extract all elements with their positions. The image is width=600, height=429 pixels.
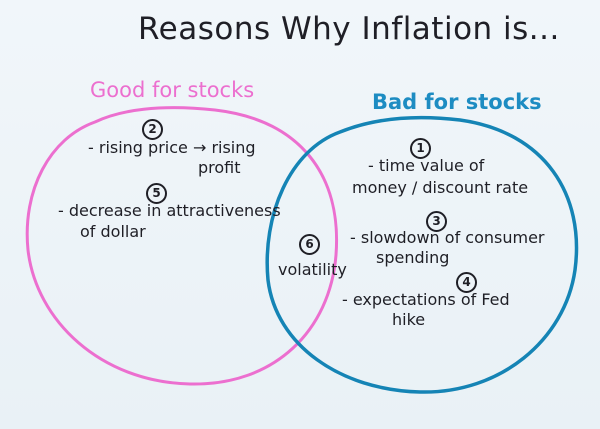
good-item-rising-price-cont: profit [198,158,241,177]
bad-item-time-value-cont: money / discount rate [352,178,529,197]
bad-for-stocks-circle [265,115,579,394]
page-title: Reasons Why Inflation is... [138,11,560,47]
item-number-badge: 2 [142,119,163,140]
good-for-stocks-heading: Good for stocks [90,78,255,102]
item-number-badge: 4 [456,272,477,293]
bad-item-consumer-spending: - slowdown of consumer [350,228,545,247]
item-number-badge: 3 [426,211,447,232]
bad-for-stocks-heading: Bad for stocks [372,90,542,114]
bad-item-fed-hike-cont: hike [392,310,426,329]
overlap-item-volatility: volatility [278,260,347,279]
item-number-badge: 1 [410,138,431,159]
good-for-stocks-circle [25,106,339,386]
bad-item-fed-hike: - expectations of Fed [342,290,510,309]
item-number-badge: 6 [299,234,320,255]
item-number-badge: 5 [146,183,167,204]
good-item-rising-price: - rising price → rising [88,138,256,157]
good-item-dollar-attractiveness: - decrease in attractiveness [58,201,281,220]
bad-item-consumer-spending-cont: spending [376,248,450,267]
good-item-dollar-attractiveness-cont: of dollar [80,222,146,241]
bad-item-time-value: - time value of [368,156,485,175]
